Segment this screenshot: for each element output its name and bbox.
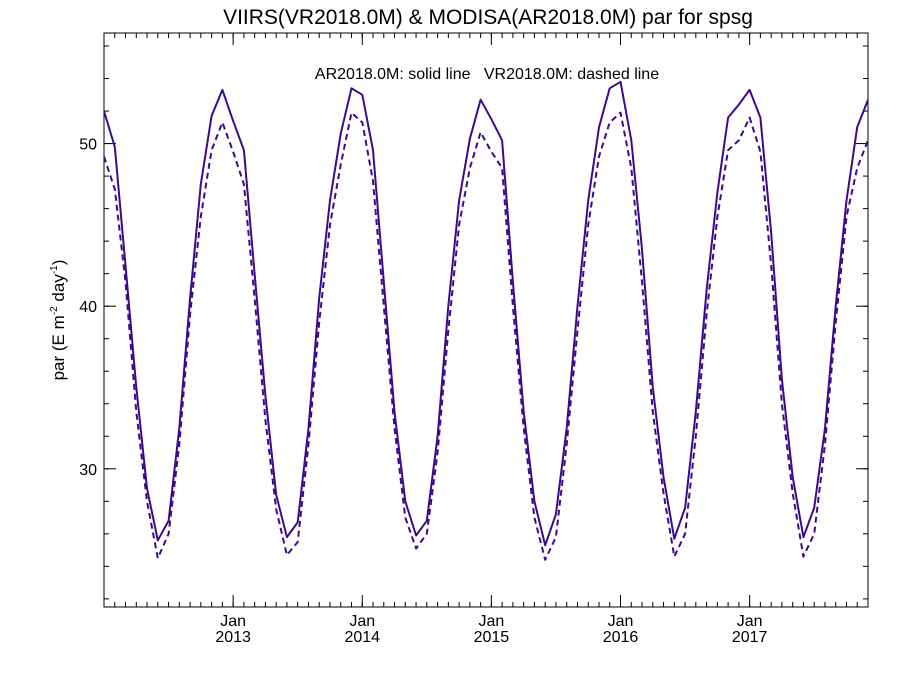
x-tick-label-month: Jan xyxy=(478,613,504,630)
y-tick-label: 40 xyxy=(79,299,97,316)
x-tick-label-month: Jan xyxy=(608,613,634,630)
x-tick-label-month: Jan xyxy=(737,613,763,630)
x-tick-label-month: Jan xyxy=(349,613,375,630)
x-tick-label-year: 2013 xyxy=(215,629,251,646)
y-axis-label-end: ) xyxy=(49,260,68,266)
x-tick-label-year: 2017 xyxy=(732,629,768,646)
legend-annotation: AR2018.0M: solid line VR2018.0M: dashed … xyxy=(315,66,659,83)
plot-frame xyxy=(103,32,869,608)
y-axis-label-sup2: -1 xyxy=(49,265,60,274)
y-axis-label-sup1: -2 xyxy=(49,306,60,315)
y-tick-label: 30 xyxy=(79,462,97,479)
y-axis-label: par (E m-2 day-1) xyxy=(49,260,68,381)
x-tick-label-year: 2016 xyxy=(603,629,639,646)
y-tick-label: 50 xyxy=(79,137,97,154)
x-tick-label-year: 2015 xyxy=(474,629,510,646)
series-line-vr2018-0m xyxy=(104,111,868,561)
plot-area: 304050Jan2013Jan2014Jan2015Jan2016Jan201… xyxy=(79,32,869,646)
x-tick-label-month: Jan xyxy=(220,613,246,630)
chart-title: VIIRS(VR2018.0M) & MODISA(AR2018.0M) par… xyxy=(223,6,753,29)
y-axis-label-mid: day xyxy=(49,274,68,307)
series-line-ar2018-0m xyxy=(104,80,868,547)
y-axis-label-main: par (E m xyxy=(49,315,68,380)
x-tick-label-year: 2014 xyxy=(344,629,380,646)
